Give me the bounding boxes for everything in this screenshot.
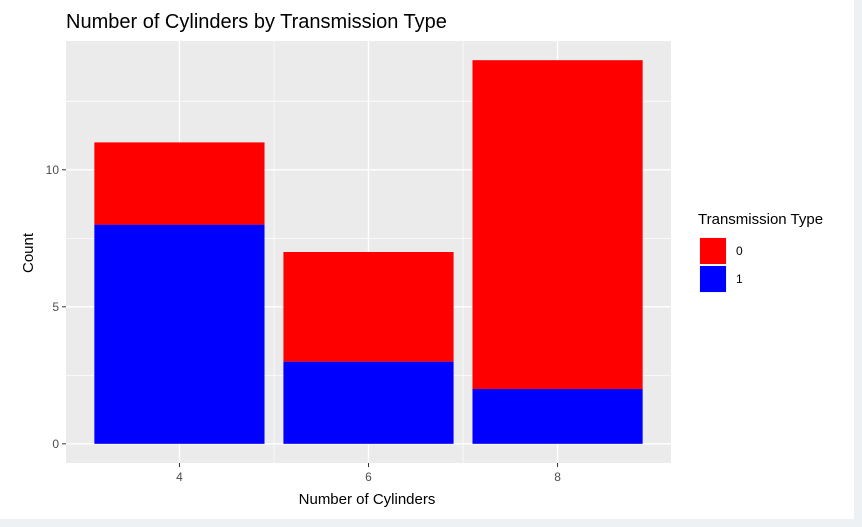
x-axis: 4 6 8 [176, 463, 561, 484]
x-tick-label: 8 [554, 470, 561, 484]
legend-swatch-1 [700, 266, 726, 292]
y-axis-title: Count [20, 232, 37, 273]
x-tick-label: 6 [365, 470, 372, 484]
legend-label-1: 1 [736, 272, 743, 286]
bar-cyl8-am0 [472, 60, 643, 390]
bar-cyl6-am0 [283, 252, 454, 362]
y-tick-label: 5 [52, 300, 59, 314]
y-tick-label: 10 [46, 163, 60, 177]
legend-swatch-0 [700, 238, 726, 264]
legend-title: Transmission Type [698, 211, 823, 228]
legend-label-0: 0 [736, 244, 743, 258]
bars [94, 60, 643, 444]
x-axis-title: Number of Cylinders [299, 491, 436, 508]
bar-cyl6-am1 [283, 361, 454, 444]
bar-cyl4-am1 [94, 224, 265, 444]
bar-cyl4-am0 [94, 142, 265, 225]
x-tick-label: 4 [176, 470, 183, 484]
y-tick-label: 0 [52, 437, 59, 451]
bar-cyl8-am1 [472, 389, 643, 444]
chart-title: Number of Cylinders by Transmission Type [66, 11, 447, 33]
y-axis: 0 5 10 [46, 163, 66, 451]
legend: Transmission Type 0 1 [698, 211, 823, 293]
